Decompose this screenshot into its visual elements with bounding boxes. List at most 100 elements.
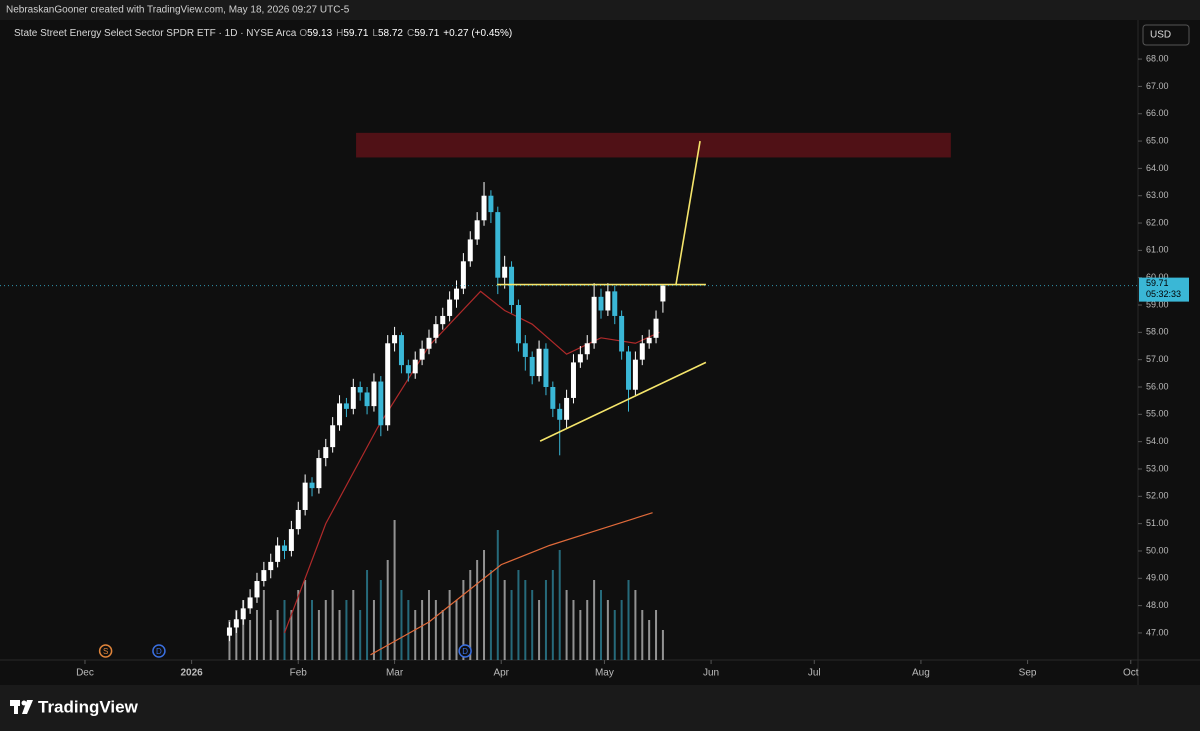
candle-body — [591, 296, 597, 344]
candle-body — [522, 343, 528, 357]
event-label: S — [103, 647, 108, 656]
volume-bar — [421, 600, 424, 660]
candle-body — [261, 570, 267, 582]
event-label: D — [156, 647, 162, 656]
last-price-box — [1139, 277, 1189, 302]
y-tick-label: 51.00 — [1146, 518, 1169, 528]
candle-body — [495, 212, 501, 278]
volume-bar — [317, 610, 320, 660]
candle-body — [460, 261, 466, 289]
candle-body — [660, 285, 666, 302]
volume-bar — [634, 590, 637, 660]
candle-body — [529, 356, 535, 377]
x-tick-label: Feb — [290, 668, 308, 679]
candle-body — [343, 403, 349, 409]
x-tick-label: 2026 — [180, 668, 203, 679]
volume-bar — [503, 580, 506, 660]
moving-average — [370, 512, 653, 656]
event-marker — [98, 644, 113, 658]
candle-body — [433, 324, 439, 338]
candle-body — [632, 359, 638, 390]
volume-bar — [414, 610, 417, 660]
volume-bar — [510, 590, 513, 660]
legend-low-label: L — [372, 28, 378, 39]
volume-bar — [249, 620, 252, 660]
y-tick-label: 56.00 — [1146, 381, 1169, 391]
brand-logo — [10, 700, 33, 714]
y-tick-label: 57.00 — [1146, 354, 1169, 364]
x-tick-label: May — [595, 668, 614, 679]
volume-bar — [620, 600, 623, 660]
volume-bar — [648, 620, 651, 660]
candle-body — [392, 335, 398, 344]
volume-bar — [565, 590, 568, 660]
volume-bar — [304, 580, 307, 660]
candle-body — [467, 239, 473, 262]
countdown: 05:32:33 — [1146, 289, 1181, 299]
trend-line — [539, 361, 707, 442]
y-tick-label: 68.00 — [1146, 53, 1169, 63]
candle-body — [357, 387, 363, 393]
candle-body — [302, 482, 308, 510]
event-marker — [458, 644, 472, 658]
x-tick-label: Sep — [1019, 668, 1037, 679]
volume-bar — [462, 580, 465, 660]
volume-bar — [469, 570, 472, 660]
candle-body — [584, 343, 590, 355]
volume-bar — [393, 520, 396, 660]
volume-bar — [606, 600, 609, 660]
candle-body — [639, 343, 645, 360]
volume-bar — [627, 580, 630, 660]
candle-body — [653, 318, 659, 338]
volume-bar — [283, 600, 286, 660]
volume-bar — [551, 570, 554, 660]
candle-body — [323, 447, 329, 459]
candle-body — [598, 296, 604, 311]
candle-body — [543, 348, 549, 388]
volume-bar — [407, 600, 410, 660]
legend-close-label: C — [407, 28, 414, 39]
y-tick-label: 47.00 — [1146, 627, 1169, 637]
volume-bar — [441, 610, 444, 660]
volume-bar — [276, 610, 279, 660]
candle-body — [398, 335, 404, 366]
candle-body — [550, 387, 556, 409]
candle-body — [536, 348, 542, 377]
y-tick-label: 62.00 — [1146, 217, 1169, 227]
top-bar — [0, 0, 1200, 20]
volume-bar — [661, 630, 664, 660]
candle-body — [385, 343, 391, 426]
volume-bar — [379, 580, 382, 660]
volume-bar — [352, 590, 355, 660]
event-marker — [152, 644, 166, 658]
resistance-zone — [356, 132, 951, 158]
currency-box[interactable] — [1142, 24, 1190, 46]
candle-body — [295, 509, 301, 530]
candle-body — [288, 529, 294, 551]
volume-bar — [586, 600, 589, 660]
volume-bar — [544, 580, 547, 660]
candle-body — [309, 482, 315, 489]
last-price-label: 59.71 — [1146, 278, 1169, 288]
y-tick-label: 63.00 — [1146, 190, 1169, 200]
volume-bar — [331, 590, 334, 660]
candle-body — [419, 348, 425, 360]
candle-body — [378, 381, 384, 426]
candle-body — [488, 195, 494, 213]
candle-body — [371, 381, 377, 407]
candle-body — [509, 266, 515, 306]
legend-low: 58.72 — [378, 28, 403, 39]
x-tick-label: Mar — [386, 668, 404, 679]
candle-body — [268, 561, 274, 571]
volume-bar — [324, 600, 327, 660]
volume-bar — [483, 550, 486, 660]
y-tick-label: 61.00 — [1146, 245, 1169, 255]
volume-bar — [558, 550, 561, 660]
candle-body — [233, 619, 239, 628]
volume-bar — [599, 590, 602, 660]
volume-bar — [311, 600, 314, 660]
legend-close: 59.71 — [414, 28, 439, 39]
volume-bar — [531, 590, 534, 660]
y-tick-label: 50.00 — [1146, 545, 1169, 555]
